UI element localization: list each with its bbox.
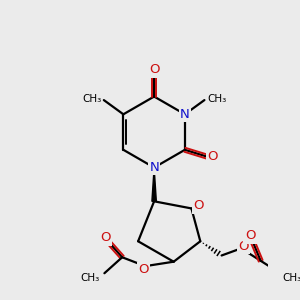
Text: N: N xyxy=(149,161,159,174)
Text: CH₃: CH₃ xyxy=(81,273,100,283)
Text: CH₃: CH₃ xyxy=(207,94,226,104)
Text: O: O xyxy=(245,230,255,242)
Text: O: O xyxy=(149,63,159,76)
Text: CH₃: CH₃ xyxy=(282,273,300,283)
Text: O: O xyxy=(238,240,249,253)
Text: O: O xyxy=(138,263,149,276)
Text: N: N xyxy=(180,108,190,121)
Text: O: O xyxy=(207,150,218,164)
Text: CH₃: CH₃ xyxy=(82,94,101,104)
Text: O: O xyxy=(100,231,110,244)
Text: O: O xyxy=(193,199,204,212)
Polygon shape xyxy=(152,168,156,201)
